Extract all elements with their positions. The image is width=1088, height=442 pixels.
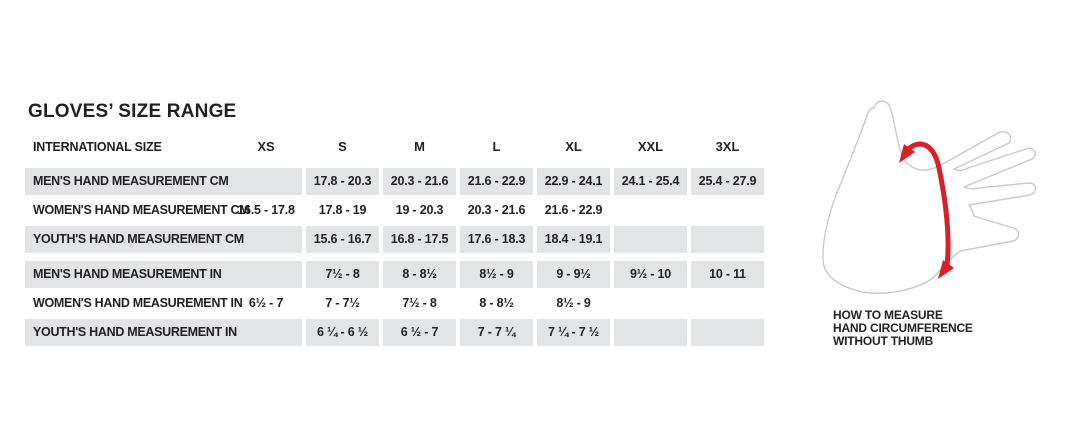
measurement-cell: 19 - 20.3	[395, 203, 444, 217]
measurement-cell: 22.9 - 24.1	[537, 168, 610, 195]
hand-outline	[822, 100, 1037, 294]
size-column-header: XL	[565, 139, 582, 154]
row-label: YOUTH'S HAND MEASUREMENT CM	[33, 232, 244, 246]
row-label: MEN'S HAND MEASUREMENT CM	[33, 174, 229, 188]
measurement-cell: 20.3 - 21.6	[467, 203, 526, 217]
size-column-header: M	[414, 139, 425, 154]
measurement-cell: 18.4 - 19.1	[537, 226, 610, 253]
measurement-cell: 16.8 - 17.5	[383, 226, 456, 253]
measurement-cell	[614, 226, 687, 253]
measurement-cell	[691, 197, 764, 224]
table-row: YOUTH'S HAND MEASUREMENT CM 15.6 - 16.7 16…	[25, 226, 765, 253]
measurement-cell: 9 - 9½	[537, 261, 610, 288]
measurement-cell: 16.5 - 17.8	[237, 203, 295, 217]
measurement-cell: 25.4 - 27.9	[691, 168, 764, 195]
measurement-cell: 17.8 - 20.3	[306, 168, 379, 195]
size-column-header: 3XL	[715, 139, 740, 154]
size-column-header: XS	[257, 139, 275, 154]
measurement-cell	[229, 261, 303, 288]
size-column-header: L	[492, 139, 501, 154]
size-column-header: XXL	[637, 139, 664, 154]
row-label-band: MEN'S HAND MEASUREMENT IN	[25, 261, 302, 288]
measurement-cell: 17.6 - 18.3	[460, 226, 533, 253]
measurement-cell: 15.6 - 16.7	[306, 226, 379, 253]
measurement-cell: 20.3 - 21.6	[383, 168, 456, 195]
measurement-cell: 8 - 8½	[479, 296, 514, 310]
measurement-cell: 24.1 - 25.4	[614, 168, 687, 195]
measure-arrow-head-top	[899, 144, 915, 163]
measurement-cell: 7½ - 8	[306, 261, 379, 288]
measurement-cell: 21.6 - 22.9	[544, 203, 603, 217]
measurement-cell: 9½ - 10	[614, 261, 687, 288]
measurement-cell: 7 ¼ - 7 ½	[537, 319, 610, 346]
size-column-header: S	[338, 139, 347, 154]
row-label: YOUTH'S HAND MEASUREMENT IN	[33, 325, 237, 339]
table-rows: MEN'S HAND MEASUREMENT CM 17.8 - 20.3 20.3…	[25, 168, 765, 348]
measurement-cell	[691, 319, 764, 346]
caption-line: HOW TO MEASURE	[833, 308, 943, 322]
caption-line: WITHOUT THUMB	[833, 334, 934, 348]
table-row: MEN'S HAND MEASUREMENT CM 17.8 - 20.3 20.3…	[25, 168, 765, 195]
row-label-band: WOMEN'S HAND MEASUREMENT CM	[25, 197, 302, 224]
measurement-cell	[691, 290, 764, 317]
measurement-cell: 21.6 - 22.9	[460, 168, 533, 195]
measurement-cell: 6 ¼ - 6 ½	[306, 319, 379, 346]
row-label-band: YOUTH'S HAND MEASUREMENT IN	[25, 319, 302, 346]
measurement-cell: 8½ - 9	[460, 261, 533, 288]
measurement-cell: 8½ - 9	[556, 296, 591, 310]
measurement-cell	[614, 290, 687, 317]
hand-measurement-illustration	[822, 100, 1037, 294]
measurement-cell: 7 - 7½	[325, 296, 360, 310]
caption-line: HAND CIRCUMFERENCE	[833, 321, 973, 335]
measurement-cell: 10 - 11	[691, 261, 764, 288]
row-label-band: MEN'S HAND MEASUREMENT CM	[25, 168, 302, 195]
table-row: WOMEN'S HAND MEASUREMENT CM 16.5 - 17.8 17…	[25, 197, 765, 224]
measurement-cell	[614, 319, 687, 346]
table-header-row: INTERNATIONAL SIZE XS S M L XL XXL 3XL	[25, 139, 765, 155]
row-label-band: WOMEN'S HAND MEASUREMENT IN	[25, 290, 302, 317]
row-label: MEN'S HAND MEASUREMENT IN	[33, 267, 222, 281]
international-size-label: INTERNATIONAL SIZE	[33, 140, 162, 154]
measurement-cell	[691, 226, 764, 253]
measurement-cell: 17.8 - 19	[318, 203, 367, 217]
measure-arrow-head-bottom	[938, 260, 954, 279]
row-label: WOMEN'S HAND MEASUREMENT CM	[33, 203, 250, 217]
measurement-cell	[229, 319, 303, 346]
page-title: GLOVES’ SIZE RANGE	[28, 101, 237, 122]
measurement-cell: 7½ - 8	[402, 296, 437, 310]
row-label-band: YOUTH'S HAND MEASUREMENT CM	[25, 226, 302, 253]
measurement-cell	[229, 168, 303, 195]
row-label: WOMEN'S HAND MEASUREMENT IN	[33, 296, 243, 310]
measurement-cell: 7 - 7 ¼	[460, 319, 533, 346]
measurement-cell: 6½ - 7	[248, 296, 284, 310]
measurement-cell	[229, 226, 303, 253]
measure-caption: HOW TO MEASURE HAND CIRCUMFERENCE WITHOU…	[833, 309, 973, 348]
measurement-cell: 6 ½ - 7	[383, 319, 456, 346]
measurement-cell: 8 - 8½	[383, 261, 456, 288]
measurement-cell	[614, 197, 687, 224]
table-row: WOMEN'S HAND MEASUREMENT IN 6½ - 7 7 - 7½ 7…	[25, 290, 765, 317]
measure-arrow-arc	[905, 141, 951, 267]
